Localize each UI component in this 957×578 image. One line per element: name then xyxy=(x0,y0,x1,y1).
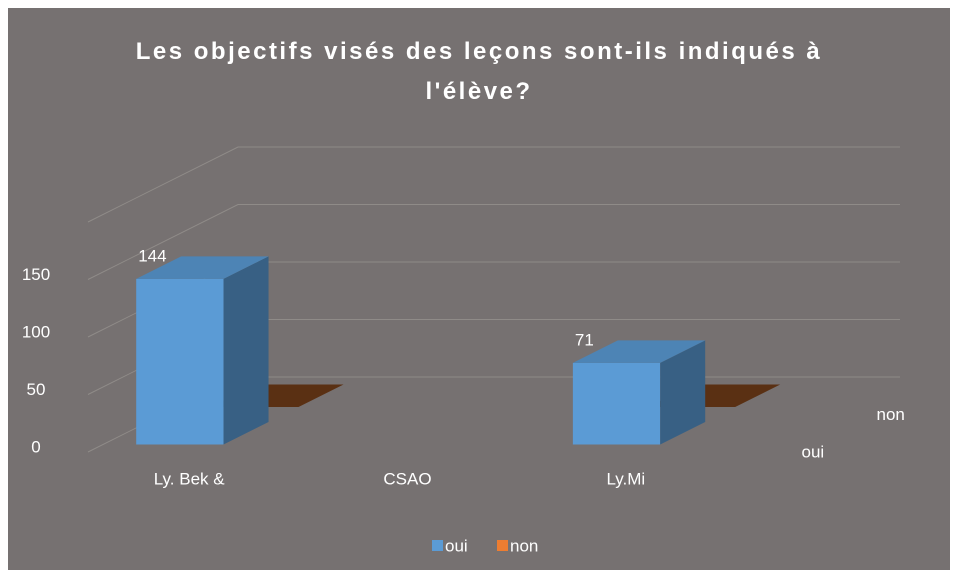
bar-side xyxy=(223,256,269,445)
depth-axis-label: oui xyxy=(802,443,825,462)
x-tick-label: CSAO xyxy=(383,469,431,488)
grid-line xyxy=(87,204,900,280)
legend-swatch xyxy=(432,540,443,551)
bar-front xyxy=(572,362,661,445)
legend-swatch xyxy=(497,540,508,551)
depth-axis-label: non xyxy=(877,405,905,424)
data-label: 71 xyxy=(575,330,594,349)
bar-front xyxy=(136,278,224,445)
y-tick-label: 100 xyxy=(22,322,50,341)
bar-top xyxy=(572,340,706,363)
x-tick-label: Ly. Bek & xyxy=(154,469,226,488)
y-tick-label: 0 xyxy=(31,437,40,456)
legend-label: oui xyxy=(445,536,468,555)
bar xyxy=(572,340,706,445)
y-tick-label: 150 xyxy=(22,265,50,284)
x-tick-label: Ly.Mi xyxy=(606,469,645,488)
legend-label: non xyxy=(510,536,538,555)
bar-top xyxy=(136,256,269,279)
bar xyxy=(136,256,269,445)
data-label: 144 xyxy=(138,246,166,265)
bar-side xyxy=(660,340,706,445)
grid-line xyxy=(87,146,900,223)
chart-title: Les objectifs visés des leçons sont-ils … xyxy=(135,38,823,105)
y-tick-label: 50 xyxy=(27,380,46,399)
